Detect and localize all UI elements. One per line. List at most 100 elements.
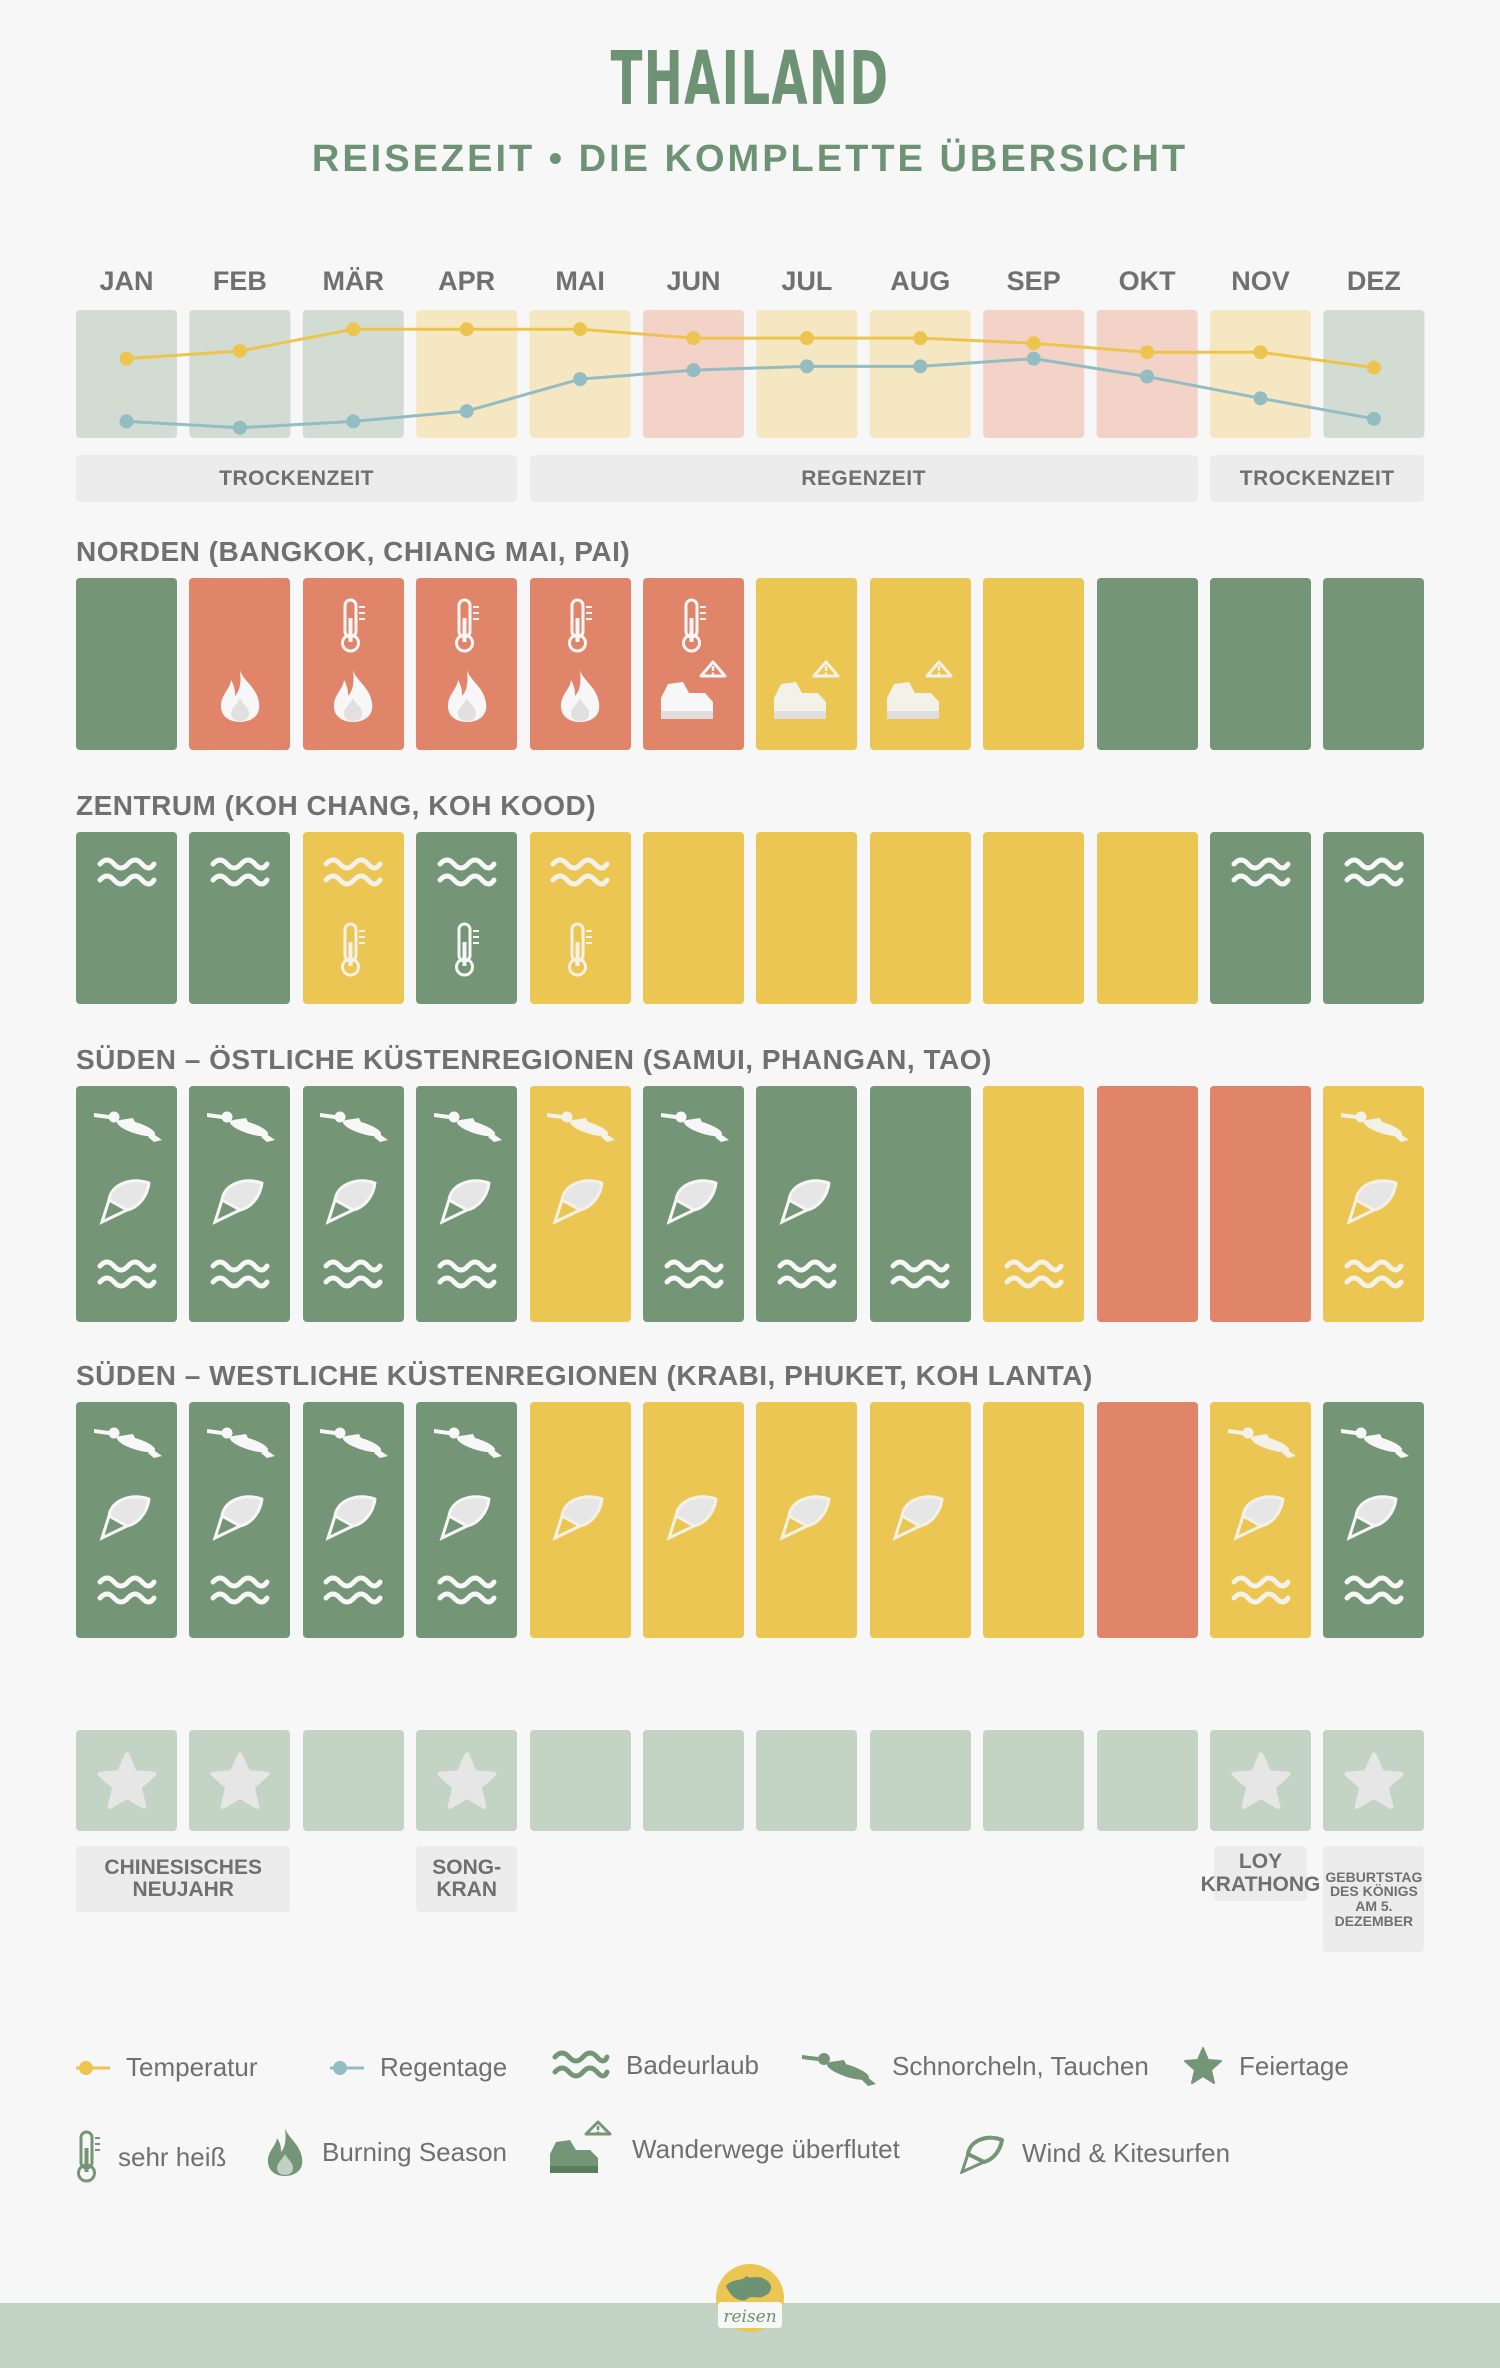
climate-cell <box>1210 310 1311 438</box>
wave-icon <box>97 857 156 887</box>
region-month-cell <box>869 832 971 1004</box>
climate-chart <box>76 310 1425 438</box>
legend-holidays-label: Feiertage <box>1239 2050 1349 2081</box>
thermometer-icon <box>341 598 366 653</box>
kite-icon <box>99 1495 150 1541</box>
diver-icon <box>433 1427 502 1458</box>
wave-icon <box>437 1259 497 1289</box>
region-title: NORDEN (BANGKOK, CHIANG MAI, PAI) <box>76 536 631 567</box>
region-month-cell <box>643 1402 744 1638</box>
star-icon <box>1231 1751 1290 1809</box>
climate-cell <box>869 310 971 438</box>
wave-icon <box>97 1575 156 1605</box>
thermometer-icon <box>454 922 479 977</box>
diver-icon <box>433 1111 502 1142</box>
region-month-cell <box>189 832 291 1004</box>
region-month-cell <box>529 578 631 750</box>
series-line-rain <box>126 357 1375 430</box>
holiday-cell <box>189 1730 291 1831</box>
data-point-temperature <box>1366 360 1381 375</box>
region-month-cell <box>869 1086 971 1322</box>
thermometer-icon <box>681 598 706 653</box>
legend-kite: Wind & Kitesurfen <box>960 2132 1230 2174</box>
page-subtitle: REISEZEIT • DIE KOMPLETTE ÜBERSICHT <box>311 138 1189 180</box>
diver-icon <box>206 1427 275 1458</box>
flooded-trail-icon <box>550 2120 612 2173</box>
diver-icon <box>660 1111 729 1142</box>
climate-cell <box>302 310 404 438</box>
wave-icon <box>890 1259 950 1289</box>
region-month-cell <box>1096 578 1198 750</box>
flooded-trail-icon <box>660 660 726 719</box>
data-point-rain <box>119 414 134 429</box>
thermometer-icon <box>77 2130 100 2183</box>
holiday-label: LOY KRATHONG <box>1201 1846 1320 1901</box>
kite-icon <box>552 1495 604 1541</box>
data-point-temperature <box>459 322 474 337</box>
region-month-cell <box>643 578 744 750</box>
kite-icon <box>325 1495 377 1541</box>
logo-text: reisen <box>723 2307 776 2327</box>
kite-icon <box>779 1179 831 1225</box>
legend-burning-label: Burning Season <box>322 2136 508 2167</box>
region-month-cell <box>189 578 291 750</box>
legend-flooded-label: Wanderwege überflutet <box>632 2133 900 2164</box>
kite-icon <box>552 1179 604 1225</box>
region-month-cell <box>983 578 1085 750</box>
diver-icon <box>1340 1427 1409 1458</box>
region-month-cell <box>756 1402 858 1638</box>
thermometer-icon <box>568 922 593 977</box>
holiday-cell <box>529 1730 631 1831</box>
kite-icon <box>1233 1495 1284 1541</box>
thermometer-icon <box>341 922 366 977</box>
data-point-rain <box>1026 351 1041 366</box>
region-month-cell <box>1323 832 1425 1004</box>
star-icon <box>1184 2047 1222 2084</box>
wave-icon <box>1344 1259 1404 1289</box>
region-month-cell <box>302 1402 404 1638</box>
region-month-cell <box>1210 1402 1311 1638</box>
wave-icon <box>550 857 610 887</box>
legend-temperature: Temperatur <box>76 2052 258 2083</box>
holiday-cell <box>983 1730 1085 1831</box>
region-month-cell <box>643 1086 744 1322</box>
region-month-cell <box>529 832 631 1004</box>
legend-holidays: Feiertage <box>1183 2046 1349 2086</box>
region-title: ZENTRUM (KOH CHANG, KOH KOOD) <box>76 790 597 821</box>
kite-icon <box>1346 1179 1398 1225</box>
climate-cell <box>756 310 858 438</box>
month-label: SEP <box>1006 266 1061 296</box>
region-month-cell <box>76 1086 177 1322</box>
legend-rain-label: Regentage <box>380 2052 508 2082</box>
diver-icon <box>320 1111 389 1142</box>
wave-icon <box>1231 1575 1290 1605</box>
kite-icon <box>960 2135 1004 2174</box>
month-label: AUG <box>890 266 951 296</box>
month-label: FEB <box>212 266 267 296</box>
region-month-cell <box>1096 832 1198 1004</box>
month-label: JUL <box>781 266 833 296</box>
region-month-cell <box>1323 1402 1425 1638</box>
kite-icon <box>212 1179 264 1225</box>
star-icon <box>97 1751 156 1809</box>
star-icon <box>210 1751 270 1809</box>
data-point-temperature <box>686 331 701 346</box>
data-point-rain <box>459 404 474 419</box>
region-month-cell <box>869 578 971 750</box>
wave-icon <box>437 857 497 887</box>
region-month-cell <box>189 1086 291 1322</box>
month-label: DEZ <box>1346 266 1401 296</box>
wave-icon <box>552 2050 610 2079</box>
legend-hot: sehr heiß <box>76 2130 226 2184</box>
flooded-trail-icon <box>773 660 840 719</box>
region-month-cell <box>756 832 858 1004</box>
region-month-cell <box>869 1402 971 1638</box>
diver-icon <box>1340 1111 1409 1142</box>
kite-icon <box>892 1495 944 1541</box>
season-label: TROCKENZEIT <box>1210 455 1425 502</box>
diver-icon <box>93 1427 162 1458</box>
wave-icon <box>777 1259 837 1289</box>
kite-icon <box>439 1495 491 1541</box>
data-point-temperature <box>913 331 928 346</box>
region-month-cell <box>1210 578 1311 750</box>
